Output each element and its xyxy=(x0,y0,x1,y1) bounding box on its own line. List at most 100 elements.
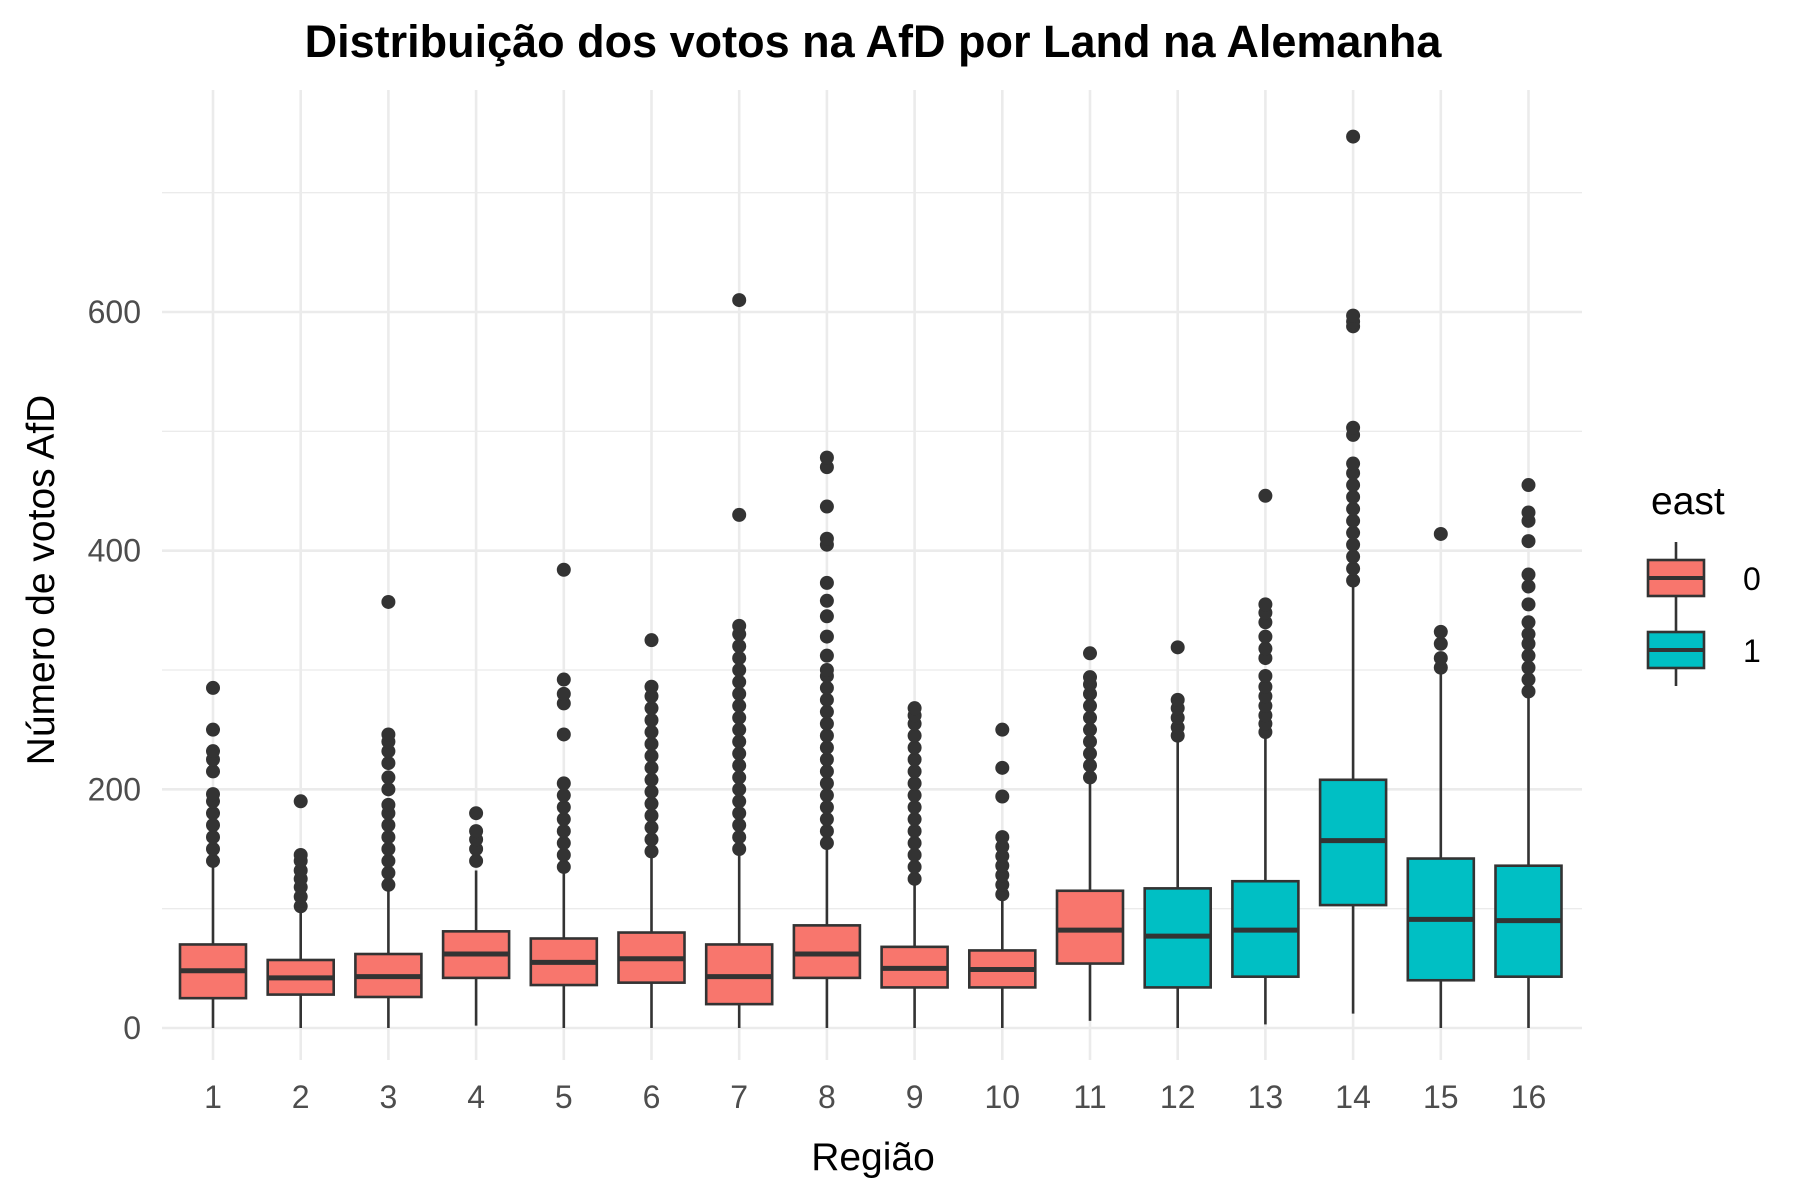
outlier-point xyxy=(732,818,747,833)
outlier-point xyxy=(1083,770,1097,785)
outlier-point xyxy=(556,847,571,862)
outlier-point xyxy=(1521,579,1536,594)
outlier-point xyxy=(907,740,922,755)
outlier-point xyxy=(1346,489,1361,504)
outlier-point xyxy=(732,686,747,701)
y-tick-label: 600 xyxy=(88,294,141,330)
outlier-point xyxy=(381,594,396,609)
outlier-point xyxy=(1346,513,1361,528)
outlier-point xyxy=(819,692,834,707)
outlier-point xyxy=(1521,627,1536,642)
outlier-point xyxy=(1258,668,1273,683)
outlier-point xyxy=(381,770,396,785)
outlier-point xyxy=(732,651,747,666)
box-4 xyxy=(441,806,511,1026)
outlier-point xyxy=(1083,722,1097,737)
outlier-point xyxy=(907,701,922,716)
outlier-point xyxy=(732,782,747,797)
outlier-point xyxy=(732,663,747,677)
outlier-point xyxy=(907,788,922,803)
x-tick-label: 10 xyxy=(985,1079,1021,1115)
outlier-point xyxy=(732,830,747,845)
outlier-point xyxy=(732,698,747,713)
outlier-point xyxy=(1258,629,1273,644)
outlier-point xyxy=(907,728,922,743)
outlier-point xyxy=(1521,660,1536,675)
outlier-point xyxy=(995,789,1010,804)
outlier-point xyxy=(1083,670,1097,685)
outlier-point xyxy=(381,727,396,742)
outlier-point xyxy=(1083,758,1097,773)
outlier-point xyxy=(907,836,922,851)
box-9 xyxy=(880,701,949,1028)
box-3 xyxy=(354,594,423,1028)
outlier-point xyxy=(644,772,659,787)
outlier-point xyxy=(907,847,922,862)
outlier-point xyxy=(556,859,571,874)
outlier-point xyxy=(1433,651,1448,666)
legend-key-1 xyxy=(1646,614,1706,686)
outlier-point xyxy=(732,842,747,856)
outlier-point xyxy=(732,710,747,725)
outlier-point xyxy=(907,871,922,886)
x-tick-label: 15 xyxy=(1423,1079,1459,1115)
x-tick-label: 2 xyxy=(292,1079,310,1115)
outlier-point xyxy=(1346,129,1361,144)
outlier-point xyxy=(732,770,747,785)
outlier-point xyxy=(556,562,571,577)
outlier-point xyxy=(819,593,834,608)
outlier-point xyxy=(995,830,1010,845)
outlier-point xyxy=(732,507,747,522)
outlier-point xyxy=(644,748,659,763)
box-6 xyxy=(617,633,686,1028)
outlier-point xyxy=(206,830,220,845)
outlier-point xyxy=(206,764,220,779)
outlier-point xyxy=(819,728,834,743)
outlier-point xyxy=(644,796,659,811)
outlier-point xyxy=(206,744,220,759)
outlier-point xyxy=(1258,641,1273,656)
chart-title: Distribuição dos votos na AfD por Land n… xyxy=(305,16,1443,67)
x-tick-label: 14 xyxy=(1335,1079,1371,1115)
outlier-point xyxy=(819,629,834,644)
plot-grid xyxy=(162,90,1582,1060)
outlier-point xyxy=(206,680,220,695)
x-tick-label: 7 xyxy=(730,1079,748,1115)
outlier-point xyxy=(819,836,834,851)
outlier-point xyxy=(732,758,747,773)
x-tick-label: 12 xyxy=(1160,1079,1196,1115)
box-2 xyxy=(266,794,336,1028)
outlier-point xyxy=(819,499,834,514)
x-tick-label: 9 xyxy=(906,1079,924,1115)
outlier-point xyxy=(1083,646,1097,661)
outlier-point xyxy=(819,663,834,677)
outlier-point xyxy=(819,680,834,695)
outlier-point xyxy=(469,806,484,821)
outlier-point xyxy=(819,575,834,590)
outlier-point xyxy=(1346,549,1361,564)
outlier-point xyxy=(381,830,396,845)
outlier-point xyxy=(1346,537,1361,552)
legend-title: east xyxy=(1651,480,1725,523)
outlier-point xyxy=(1433,636,1448,651)
outlier-point xyxy=(1083,698,1097,713)
outlier-point xyxy=(644,820,659,835)
x-tick-label: 5 xyxy=(555,1079,573,1115)
outlier-point xyxy=(1521,648,1536,663)
outlier-point xyxy=(206,806,220,821)
outlier-point xyxy=(556,776,571,791)
outlier-point xyxy=(732,722,747,737)
box-11 xyxy=(1055,646,1125,1021)
outlier-point xyxy=(206,787,220,802)
outlier-point xyxy=(1346,308,1361,323)
y-tick-label: 0 xyxy=(123,1010,141,1046)
outlier-point xyxy=(819,800,834,815)
box-5 xyxy=(529,562,599,1028)
outlier-point xyxy=(644,784,659,799)
outlier-point xyxy=(293,847,308,862)
outlier-point xyxy=(1521,534,1536,549)
outlier-point xyxy=(1170,692,1185,707)
outlier-point xyxy=(1346,456,1361,471)
outlier-point xyxy=(1521,505,1536,520)
